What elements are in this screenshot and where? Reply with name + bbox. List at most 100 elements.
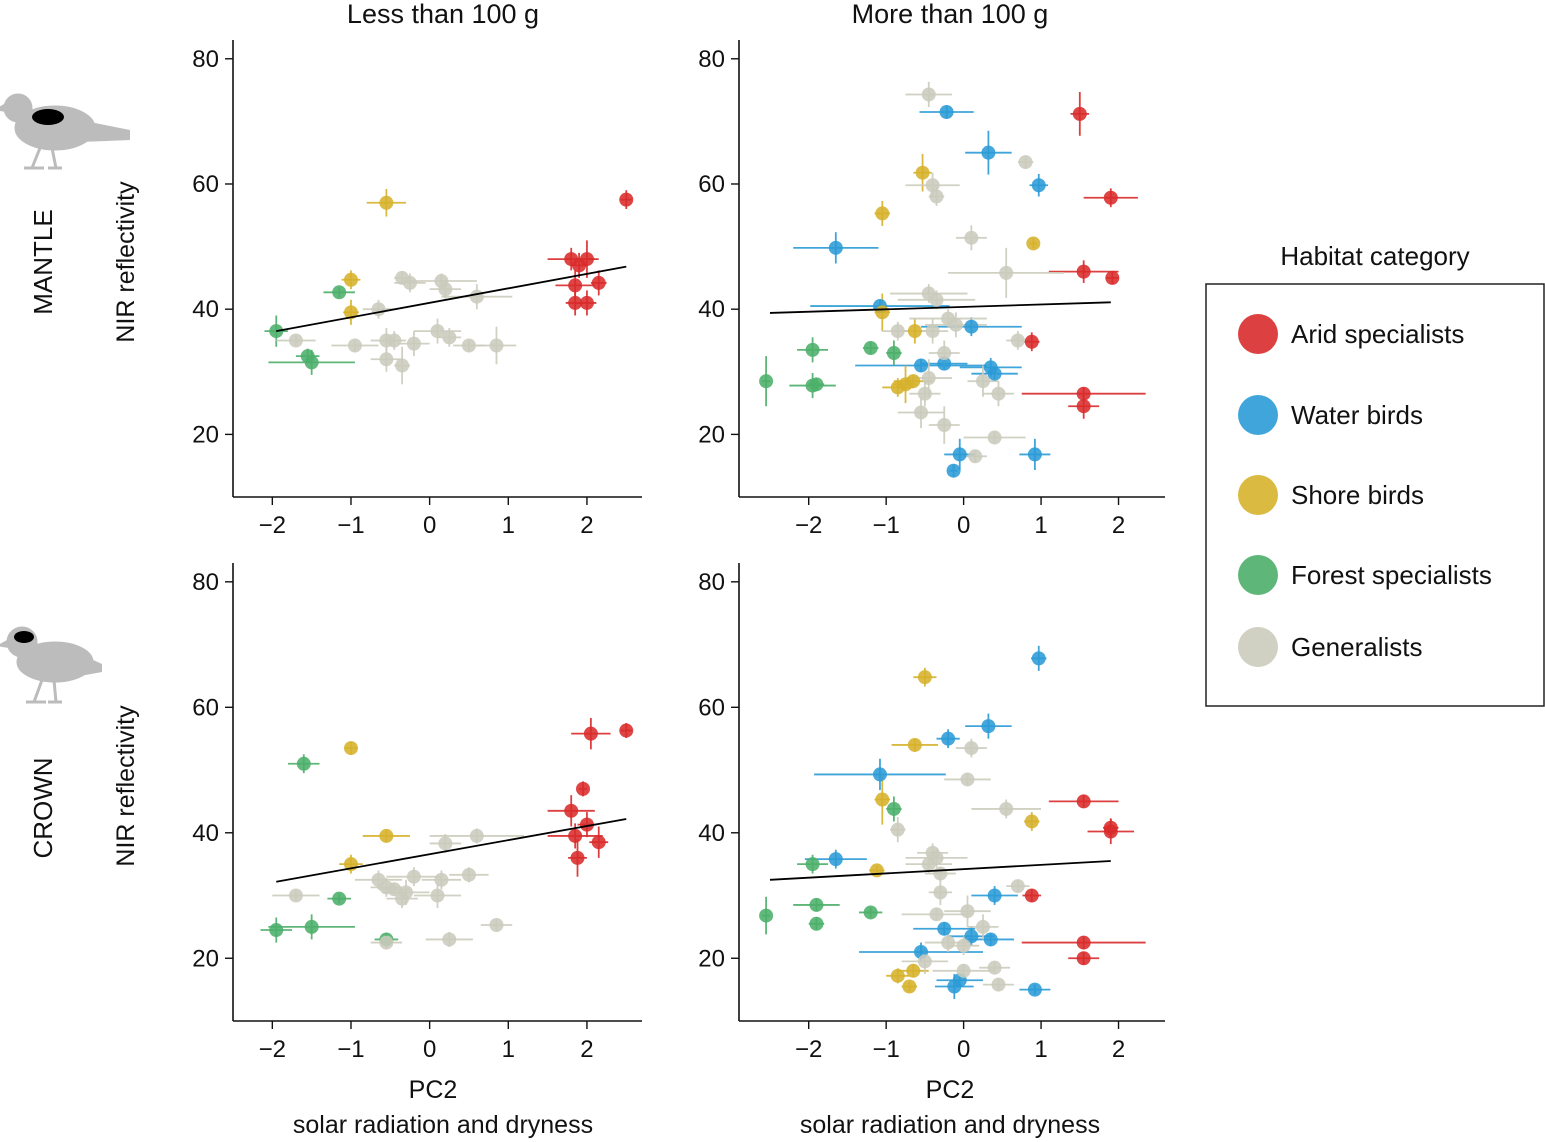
data-point-forest bbox=[809, 377, 824, 392]
data-point-general bbox=[890, 324, 905, 339]
data-point-general bbox=[438, 282, 453, 297]
data-point-general bbox=[395, 358, 410, 373]
data-point-water bbox=[987, 366, 1002, 381]
y-tick-label: 20 bbox=[698, 945, 725, 972]
data-point-shore bbox=[1026, 236, 1041, 251]
data-point-arid bbox=[579, 817, 594, 832]
data-point-general bbox=[956, 938, 971, 953]
data-point-water bbox=[872, 767, 887, 782]
data-point-water bbox=[941, 731, 956, 746]
data-point-arid bbox=[1076, 951, 1091, 966]
x-tick-label: 0 bbox=[423, 512, 436, 539]
data-point-general bbox=[921, 87, 936, 102]
data-point-general bbox=[430, 324, 445, 339]
data-point-shore bbox=[1024, 814, 1039, 829]
data-point-general bbox=[937, 346, 952, 361]
data-point-water bbox=[981, 719, 996, 734]
legend-label-arid: Arid specialists bbox=[1291, 319, 1464, 349]
data-point-general bbox=[987, 960, 1002, 975]
regression-line bbox=[276, 818, 627, 883]
data-point-water bbox=[983, 932, 998, 947]
data-point-general bbox=[921, 857, 936, 872]
data-point-shore bbox=[875, 305, 890, 320]
data-point-general bbox=[1010, 879, 1025, 894]
data-point-general bbox=[991, 977, 1006, 992]
legend-box bbox=[1205, 283, 1545, 707]
data-point-general bbox=[442, 932, 457, 947]
data-point-arid bbox=[1076, 399, 1091, 414]
data-point-general bbox=[999, 265, 1014, 280]
data-point-general bbox=[960, 904, 975, 919]
y-tick-label: 40 bbox=[698, 820, 725, 847]
data-points bbox=[759, 651, 1118, 997]
data-point-water bbox=[937, 356, 952, 371]
data-point-general bbox=[964, 741, 979, 756]
data-point-general bbox=[929, 189, 944, 204]
data-point-forest bbox=[304, 919, 319, 934]
data-point-general bbox=[921, 371, 936, 386]
data-point-water bbox=[952, 447, 967, 462]
data-point-arid bbox=[1076, 386, 1091, 401]
legend-swatch-water bbox=[1238, 395, 1278, 435]
legend-swatch-shore bbox=[1238, 475, 1278, 515]
panel-crown-heavy: 20 40 60 80 −2 −1 0 1 2 bbox=[698, 563, 1165, 1063]
legend-swatch-general bbox=[1238, 627, 1278, 667]
legend-label-forest: Forest specialists bbox=[1291, 560, 1492, 590]
data-point-general bbox=[964, 230, 979, 245]
data-point-general bbox=[999, 801, 1014, 816]
data-point-arid bbox=[1072, 106, 1087, 121]
legend-title: Habitat category bbox=[1280, 241, 1469, 271]
x-tick-label: 1 bbox=[1034, 512, 1047, 539]
data-point-water bbox=[1031, 178, 1046, 193]
data-point-arid bbox=[583, 726, 598, 741]
data-point-general bbox=[371, 302, 386, 317]
data-point-general bbox=[461, 338, 476, 353]
data-point-shore bbox=[379, 195, 394, 210]
data-points bbox=[269, 192, 634, 373]
data-point-forest bbox=[863, 341, 878, 356]
data-point-general bbox=[960, 772, 975, 787]
data-point-arid bbox=[619, 723, 634, 738]
y-tick-label: 20 bbox=[192, 421, 219, 448]
x-tick-label: 2 bbox=[580, 512, 593, 539]
data-point-shore bbox=[907, 737, 922, 752]
data-point-general bbox=[469, 828, 484, 843]
data-point-water bbox=[947, 979, 962, 994]
x-tick-label: −1 bbox=[872, 1036, 899, 1063]
bird-mantle-icon bbox=[0, 93, 130, 170]
data-point-arid bbox=[564, 803, 579, 818]
y-tick-label: 80 bbox=[192, 46, 219, 73]
x-tick-label: 2 bbox=[1112, 1036, 1125, 1063]
data-point-water bbox=[937, 921, 952, 936]
data-point-water bbox=[964, 319, 979, 334]
data-point-general bbox=[975, 919, 990, 934]
data-point-water bbox=[981, 145, 996, 160]
data-point-general bbox=[933, 885, 948, 900]
legend-label-general: Generalists bbox=[1291, 632, 1423, 662]
xlabel-left-line2: solar radiation and dryness bbox=[293, 1111, 593, 1139]
x-tick-label: 0 bbox=[957, 1036, 970, 1063]
data-point-forest bbox=[296, 756, 311, 771]
data-point-general bbox=[461, 867, 476, 882]
x-tick-label: 1 bbox=[1034, 1036, 1047, 1063]
ylabel-top: NIR reflectivity bbox=[112, 181, 140, 343]
data-point-arid bbox=[1024, 334, 1039, 349]
data-point-general bbox=[968, 449, 983, 464]
error-bars bbox=[762, 81, 1146, 477]
data-point-forest bbox=[332, 891, 347, 906]
data-point-water bbox=[987, 888, 1002, 903]
data-point-arid bbox=[619, 192, 634, 207]
data-point-general bbox=[438, 836, 453, 851]
data-point-general bbox=[288, 333, 303, 348]
x-tick-label: 0 bbox=[423, 1036, 436, 1063]
data-point-general bbox=[890, 822, 905, 837]
x-tick-label: −2 bbox=[795, 512, 822, 539]
data-point-arid bbox=[570, 850, 585, 865]
x-tick-label: −1 bbox=[337, 512, 364, 539]
data-point-water bbox=[828, 240, 843, 255]
regression-line bbox=[769, 301, 1111, 314]
data-point-water bbox=[1027, 447, 1042, 462]
data-point-general bbox=[929, 907, 944, 922]
data-point-shore bbox=[875, 792, 890, 807]
y-tick-label: 60 bbox=[698, 694, 725, 721]
